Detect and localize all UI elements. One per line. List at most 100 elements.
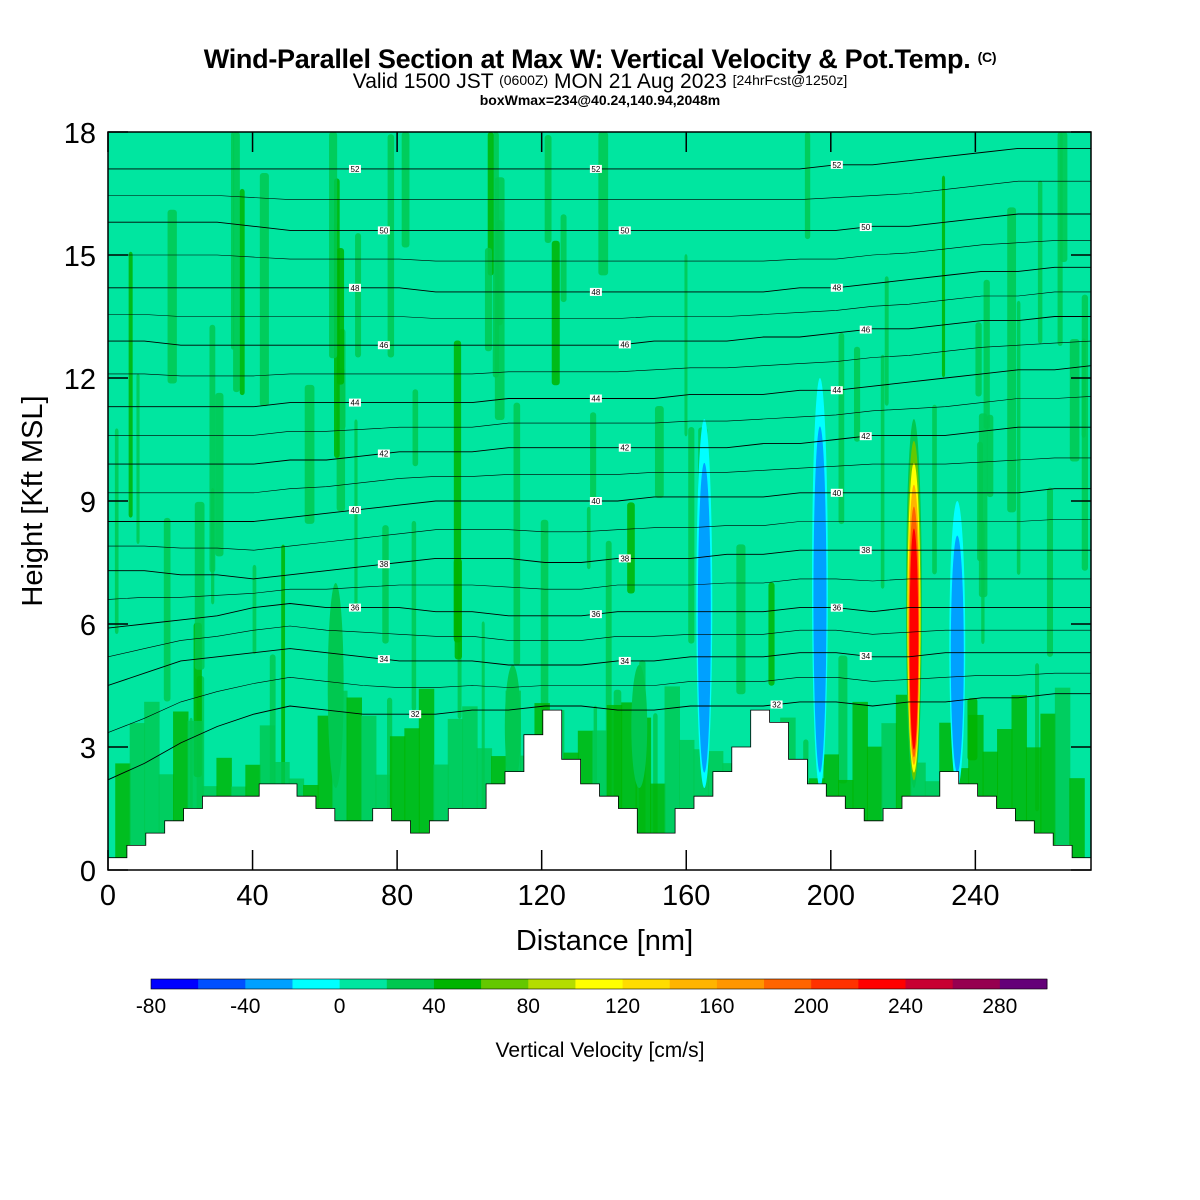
contour-label-bg — [409, 710, 422, 719]
terrain-profile — [108, 709, 1091, 870]
colorbar-tick-label: -80 — [136, 995, 166, 1018]
theta-contour-32 — [108, 693, 1091, 781]
contour-label: 40 — [830, 488, 843, 498]
field-streak — [1069, 339, 1080, 462]
contour-label-text: 36 — [351, 604, 360, 613]
colorbar: -80 -40 0 40 80 120 160 200 240 280 Vertical Veloc… — [136, 978, 1048, 1062]
contour-label-bg — [377, 226, 390, 235]
x-axis-label: Distance [nm] — [516, 925, 693, 957]
colorbar-swatch — [952, 979, 1001, 989]
field-streak — [560, 214, 567, 303]
contour-label-bg — [589, 497, 602, 505]
contour-label-text: 50 — [620, 226, 629, 235]
x-tick-label: 160 — [662, 880, 710, 912]
field-streak — [941, 175, 946, 378]
field-streak — [387, 134, 395, 358]
x-tick-label: 40 — [236, 880, 268, 912]
contour-label-text: 42 — [379, 450, 388, 459]
chart-title: Wind-Parallel Section at Max W: Vertical… — [0, 44, 1200, 75]
colorbar-swatch — [339, 979, 388, 989]
velocity-cell — [327, 583, 344, 788]
field-streak — [484, 247, 492, 352]
forecast-info: [24hrFcst@1250z] — [732, 72, 848, 88]
contour-label-text: 38 — [620, 554, 629, 563]
contour-label-bg — [618, 226, 631, 235]
y-tick-label: 0 — [80, 856, 96, 888]
contour-label-text: 48 — [351, 284, 360, 293]
contour-label-text: 52 — [832, 161, 841, 170]
field-streak — [233, 132, 240, 393]
contour-label-text: 44 — [351, 399, 360, 408]
field-streak — [1037, 180, 1043, 344]
contour-label: 48 — [589, 287, 602, 297]
colorbar-swatch — [245, 979, 293, 989]
colorbar-tick-label: 240 — [888, 995, 923, 1018]
field-streak — [768, 582, 775, 686]
contour-label: 34 — [859, 652, 872, 661]
y-axis-label: Height [Kft MSL] — [17, 395, 49, 606]
contour-label-bg — [348, 506, 361, 515]
contour-label: 36 — [589, 610, 602, 619]
contour-label-bg — [618, 656, 631, 665]
field-streak — [1046, 487, 1054, 657]
y-tick-label: 18 — [64, 118, 96, 150]
field-streak — [513, 402, 521, 666]
contour-label: 38 — [618, 554, 631, 563]
contour-label-bg — [348, 164, 361, 173]
contour-label-bg — [589, 610, 602, 619]
x-tick-label: 120 — [517, 880, 565, 912]
theta-contour-50 — [108, 213, 1091, 231]
field-streak — [975, 322, 982, 397]
velocity-cell — [909, 528, 919, 750]
field-streak — [838, 332, 845, 525]
contour-label: 34 — [377, 655, 390, 664]
field-streak — [627, 502, 635, 594]
contour-label-text: 32 — [772, 701, 781, 710]
colorbar-tick-label: 200 — [794, 995, 829, 1018]
contour-label-bg — [377, 560, 390, 569]
field-streak — [136, 373, 140, 544]
theta-contour-intermediate — [108, 396, 1091, 436]
theta-contour-42 — [108, 426, 1091, 465]
contour-label-bg — [859, 546, 872, 555]
contour-label-bg — [589, 394, 602, 403]
contour-label-text: 34 — [861, 652, 870, 661]
contour-label: 46 — [618, 340, 631, 349]
contour-label-text: 46 — [379, 341, 388, 350]
contour-label: 34 — [618, 656, 631, 666]
field-streak — [684, 254, 688, 437]
field-streak — [654, 405, 664, 498]
contour-label: 46 — [859, 325, 872, 335]
contour-label-bg — [859, 432, 872, 441]
colorbar-swatch — [716, 979, 765, 989]
colorbar-tick-label: 40 — [422, 995, 445, 1018]
field-streak — [304, 384, 315, 524]
contour-label-text: 34 — [379, 655, 388, 664]
contour-labels: 52 52 52 50 50 50 48 48 48 46 46 46 44 44 44 42 42 42 40 40… — [348, 160, 872, 719]
contour-label-bg — [377, 341, 390, 350]
contour-label-bg — [348, 603, 361, 612]
field-streak — [487, 132, 494, 276]
valid-date: MON 21 Aug 2023 — [553, 70, 727, 93]
field-streak — [209, 324, 216, 573]
contour-label-bg — [830, 386, 843, 395]
field-streak — [544, 135, 552, 244]
colorbar-label: Vertical Velocity [cm/s] — [496, 1039, 705, 1062]
contour-label: 44 — [830, 386, 843, 395]
y-tick-label: 9 — [80, 487, 96, 519]
field-streak — [804, 132, 811, 240]
colorbar-frame — [150, 978, 1048, 990]
contour-label: 42 — [377, 449, 390, 459]
contour-label: 46 — [377, 341, 390, 350]
contour-label-bg — [859, 652, 872, 661]
field-streak — [194, 501, 205, 670]
contour-label: 50 — [618, 226, 631, 235]
y-tick-label: 12 — [64, 364, 96, 396]
theta-contour-intermediate — [108, 291, 1091, 319]
y-tick-label: 6 — [80, 610, 96, 642]
theta-contour-intermediate — [108, 457, 1091, 494]
field-streak — [932, 404, 937, 575]
x-tick-label: 80 — [381, 880, 413, 912]
contour-label-text: 40 — [351, 506, 360, 515]
